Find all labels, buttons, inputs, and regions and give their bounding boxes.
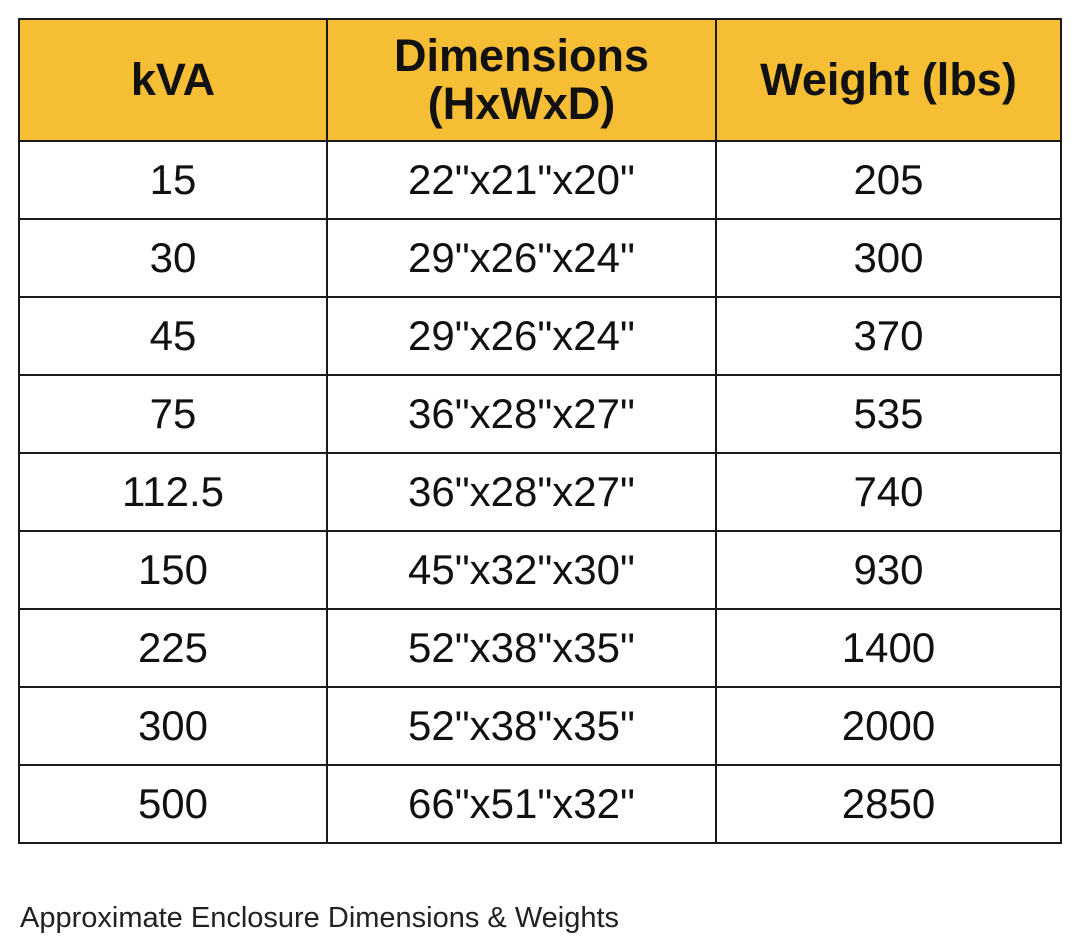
cell-kva: 300 bbox=[18, 686, 328, 766]
enclosure-dimensions-table: kVA Dimensions (HxWxD) Weight (lbs) 15 2… bbox=[18, 18, 1062, 844]
cell-kva: 15 bbox=[18, 140, 328, 220]
table-row: 150 45"x32"x30" 930 bbox=[18, 530, 1062, 610]
table-row: 500 66"x51"x32" 2850 bbox=[18, 764, 1062, 844]
cell-kva: 30 bbox=[18, 218, 328, 298]
cell-weight: 2850 bbox=[715, 764, 1062, 844]
header-weight: Weight (lbs) bbox=[715, 18, 1062, 142]
header-dimensions: Dimensions (HxWxD) bbox=[326, 18, 717, 142]
header-row: kVA Dimensions (HxWxD) Weight (lbs) bbox=[18, 18, 1062, 142]
cell-weight: 740 bbox=[715, 452, 1062, 532]
table-caption: Approximate Enclosure Dimensions & Weigh… bbox=[20, 902, 620, 934]
cell-dimensions: 36"x28"x27" bbox=[326, 374, 717, 454]
table-body: 15 22"x21"x20" 205 30 29"x26"x24" 300 45… bbox=[18, 140, 1062, 844]
table-row: 75 36"x28"x27" 535 bbox=[18, 374, 1062, 454]
cell-kva: 45 bbox=[18, 296, 328, 376]
cell-weight: 930 bbox=[715, 530, 1062, 610]
table-row: 45 29"x26"x24" 370 bbox=[18, 296, 1062, 376]
cell-weight: 300 bbox=[715, 218, 1062, 298]
cell-kva: 112.5 bbox=[18, 452, 328, 532]
cell-dimensions: 29"x26"x24" bbox=[326, 218, 717, 298]
cell-weight: 370 bbox=[715, 296, 1062, 376]
cell-kva: 500 bbox=[18, 764, 328, 844]
cell-weight: 205 bbox=[715, 140, 1062, 220]
table-row: 15 22"x21"x20" 205 bbox=[18, 140, 1062, 220]
enclosure-table-container: kVA Dimensions (HxWxD) Weight (lbs) 15 2… bbox=[18, 18, 1062, 844]
table-row: 225 52"x38"x35" 1400 bbox=[18, 608, 1062, 688]
cell-kva: 150 bbox=[18, 530, 328, 610]
header-kva: kVA bbox=[18, 18, 328, 142]
cell-dimensions: 29"x26"x24" bbox=[326, 296, 717, 376]
table-row: 112.5 36"x28"x27" 740 bbox=[18, 452, 1062, 532]
table-row: 300 52"x38"x35" 2000 bbox=[18, 686, 1062, 766]
table-header: kVA Dimensions (HxWxD) Weight (lbs) bbox=[18, 18, 1062, 142]
cell-dimensions: 22"x21"x20" bbox=[326, 140, 717, 220]
table-row: 30 29"x26"x24" 300 bbox=[18, 218, 1062, 298]
cell-weight: 1400 bbox=[715, 608, 1062, 688]
cell-kva: 75 bbox=[18, 374, 328, 454]
cell-weight: 2000 bbox=[715, 686, 1062, 766]
cell-dimensions: 45"x32"x30" bbox=[326, 530, 717, 610]
cell-weight: 535 bbox=[715, 374, 1062, 454]
cell-dimensions: 52"x38"x35" bbox=[326, 686, 717, 766]
cell-kva: 225 bbox=[18, 608, 328, 688]
cell-dimensions: 52"x38"x35" bbox=[326, 608, 717, 688]
cell-dimensions: 66"x51"x32" bbox=[326, 764, 717, 844]
cell-dimensions: 36"x28"x27" bbox=[326, 452, 717, 532]
